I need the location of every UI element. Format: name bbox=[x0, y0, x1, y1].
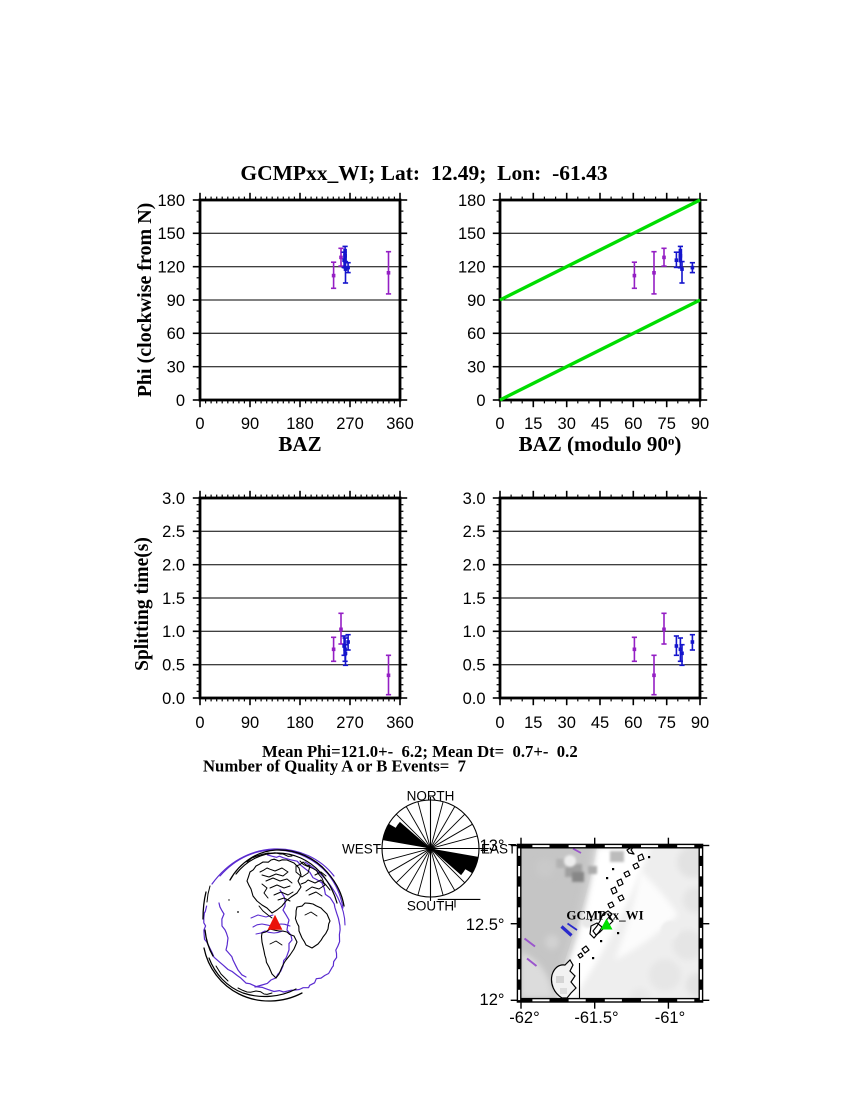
svg-text:0: 0 bbox=[176, 392, 185, 410]
svg-text:90: 90 bbox=[691, 415, 709, 433]
svg-text:EAST: EAST bbox=[481, 842, 516, 857]
svg-text:12.5°: 12.5° bbox=[466, 916, 505, 934]
svg-text:0: 0 bbox=[195, 415, 204, 433]
svg-text:270: 270 bbox=[336, 714, 364, 732]
svg-text:Splitting time(s): Splitting time(s) bbox=[132, 537, 153, 671]
svg-text:0: 0 bbox=[195, 714, 204, 732]
svg-text:WEST: WEST bbox=[342, 842, 381, 857]
svg-text:15: 15 bbox=[524, 415, 542, 433]
svg-text:150: 150 bbox=[458, 225, 486, 243]
svg-text:60: 60 bbox=[167, 325, 185, 343]
svg-text:180: 180 bbox=[286, 415, 314, 433]
svg-text:15: 15 bbox=[524, 714, 542, 732]
svg-text:75: 75 bbox=[658, 714, 676, 732]
svg-text:120: 120 bbox=[157, 259, 185, 277]
svg-text:360: 360 bbox=[386, 415, 414, 433]
svg-text:0.0: 0.0 bbox=[463, 690, 486, 708]
svg-text:90: 90 bbox=[691, 714, 709, 732]
svg-text:2.0: 2.0 bbox=[463, 557, 486, 575]
svg-text:60: 60 bbox=[467, 325, 485, 343]
svg-text:180: 180 bbox=[286, 714, 314, 732]
svg-text:BAZ (modulo 90o): BAZ (modulo 90o) bbox=[519, 432, 682, 456]
svg-text:-61.5°: -61.5° bbox=[574, 1009, 618, 1027]
svg-text:3.0: 3.0 bbox=[162, 490, 185, 508]
svg-text:0.0: 0.0 bbox=[162, 690, 185, 708]
svg-text:360: 360 bbox=[386, 714, 414, 732]
svg-text:NORTH: NORTH bbox=[407, 789, 455, 804]
svg-text:0: 0 bbox=[495, 714, 504, 732]
svg-text:0: 0 bbox=[476, 392, 485, 410]
svg-text:30: 30 bbox=[467, 359, 485, 377]
svg-text:1.0: 1.0 bbox=[162, 623, 185, 641]
svg-text:Mean Phi=121.0+- 6.2; Mean Dt: Mean Phi=121.0+- 6.2; Mean Dt= 0.7+- 0.2 bbox=[262, 742, 578, 761]
svg-text:90: 90 bbox=[167, 292, 185, 310]
svg-text:0.5: 0.5 bbox=[463, 657, 486, 675]
svg-text:0: 0 bbox=[495, 415, 504, 433]
svg-text:BAZ: BAZ bbox=[278, 432, 321, 456]
svg-text:60: 60 bbox=[624, 714, 642, 732]
svg-text:-62°: -62° bbox=[509, 1009, 539, 1027]
svg-text:120: 120 bbox=[458, 259, 486, 277]
svg-text:12°: 12° bbox=[480, 991, 505, 1009]
svg-text:45: 45 bbox=[591, 415, 609, 433]
svg-text:1.5: 1.5 bbox=[162, 590, 185, 608]
svg-text:75: 75 bbox=[658, 415, 676, 433]
svg-text:2.0: 2.0 bbox=[162, 557, 185, 575]
svg-text:180: 180 bbox=[157, 192, 185, 210]
svg-text:2.5: 2.5 bbox=[463, 523, 486, 541]
svg-text:180: 180 bbox=[458, 192, 486, 210]
svg-text:150: 150 bbox=[157, 225, 185, 243]
svg-text:SOUTH: SOUTH bbox=[407, 899, 454, 914]
svg-text:GCMPxx_WI; Lat: 12.49; Lon:: GCMPxx_WI; Lat: 12.49; Lon: -61.43 bbox=[240, 161, 608, 185]
svg-text:3.0: 3.0 bbox=[463, 490, 486, 508]
svg-text:0.5: 0.5 bbox=[162, 657, 185, 675]
svg-text:30: 30 bbox=[558, 415, 576, 433]
svg-text:2.5: 2.5 bbox=[162, 523, 185, 541]
svg-text:30: 30 bbox=[558, 714, 576, 732]
svg-text:13°: 13° bbox=[480, 837, 505, 855]
svg-text:270: 270 bbox=[336, 415, 364, 433]
svg-text:30: 30 bbox=[167, 359, 185, 377]
svg-text:90: 90 bbox=[467, 292, 485, 310]
svg-text:-61°: -61° bbox=[655, 1009, 685, 1027]
svg-text:GCMPxx_WI: GCMPxx_WI bbox=[566, 908, 643, 923]
svg-text:Number of Quality A or B Event: Number of Quality A or B Events= 7 bbox=[203, 757, 466, 776]
svg-text:1.5: 1.5 bbox=[463, 590, 486, 608]
svg-text:60: 60 bbox=[624, 415, 642, 433]
svg-text:90: 90 bbox=[241, 714, 259, 732]
svg-text:90: 90 bbox=[241, 415, 259, 433]
svg-text:Phi (clockwise from N): Phi (clockwise from N) bbox=[134, 203, 156, 398]
svg-text:45: 45 bbox=[591, 714, 609, 732]
svg-text:1.0: 1.0 bbox=[463, 623, 486, 641]
